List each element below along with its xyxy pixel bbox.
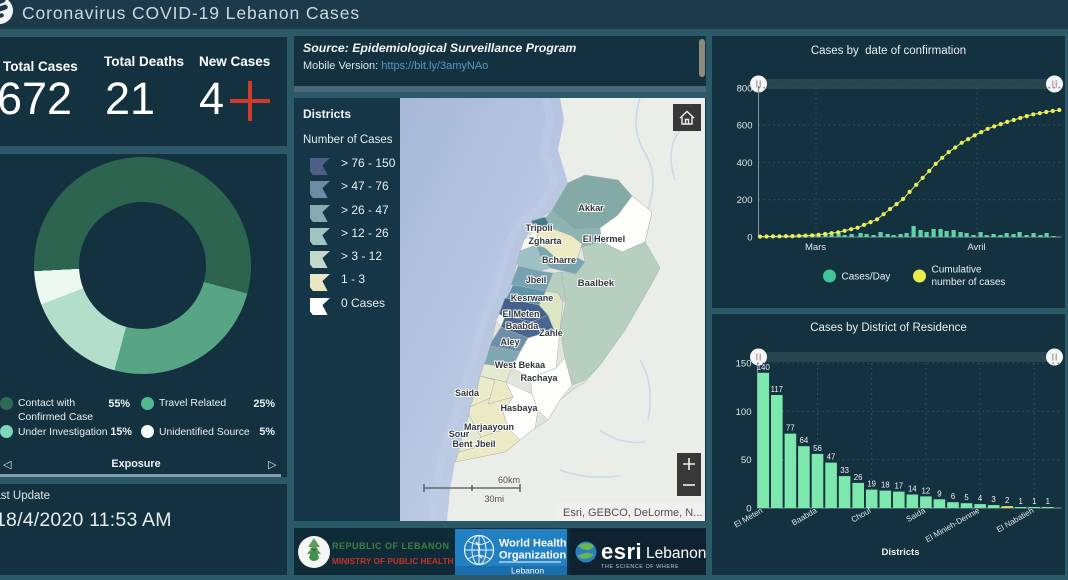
svg-text:14: 14 — [907, 485, 916, 494]
svg-text:Zgharta: Zgharta — [528, 236, 562, 246]
svg-text:Baalbek: Baalbek — [578, 278, 615, 289]
svg-text:12: 12 — [921, 486, 930, 495]
svg-text:26: 26 — [853, 473, 862, 482]
svg-text:Cases/Day: Cases/Day — [841, 272, 890, 283]
svg-text:El Hermel: El Hermel — [583, 234, 625, 244]
svg-text:Mars: Mars — [804, 242, 825, 253]
svg-text:Lebanon: Lebanon — [646, 545, 706, 562]
svg-text:3: 3 — [991, 495, 995, 504]
svg-text:Tripoli: Tripoli — [526, 223, 553, 233]
svg-text:100: 100 — [735, 407, 751, 418]
svg-text:33: 33 — [840, 466, 849, 475]
svg-text:2: 2 — [1005, 496, 1009, 505]
svg-text:Baabda: Baabda — [506, 321, 540, 331]
svg-text:117: 117 — [770, 385, 782, 394]
svg-text:4: 4 — [977, 494, 982, 503]
svg-text:THE SCIENCE OF WHERE: THE SCIENCE OF WHERE — [601, 564, 679, 570]
svg-text:Organization: Organization — [499, 550, 567, 562]
svg-text:El Minieh-Dennie: El Minieh-Dennie — [923, 506, 981, 545]
svg-text:400: 400 — [736, 158, 752, 169]
svg-text:77: 77 — [786, 424, 795, 433]
svg-text:1: 1 — [1032, 497, 1036, 506]
svg-text:number of cases: number of cases — [931, 277, 1005, 288]
svg-text:Akkar: Akkar — [578, 203, 604, 213]
svg-text:6: 6 — [950, 492, 954, 501]
svg-text:World Health: World Health — [499, 538, 567, 550]
svg-text:Cases by District of Residence: Cases by District of Residence — [810, 322, 967, 334]
svg-text:Baabda: Baabda — [790, 506, 819, 528]
svg-text:Bent Jbeil: Bent Jbeil — [452, 439, 495, 449]
svg-text:Marjaayoun: Marjaayoun — [464, 422, 514, 432]
svg-text:Saida: Saida — [455, 388, 480, 398]
svg-text:esri: esri — [601, 539, 642, 564]
svg-text:Lebanon: Lebanon — [511, 566, 544, 576]
svg-text:47: 47 — [826, 453, 835, 462]
svg-text:150: 150 — [735, 359, 751, 370]
svg-text:Aley: Aley — [500, 337, 519, 347]
svg-text:17: 17 — [894, 482, 903, 491]
svg-text:REPUBLIC OF LEBANON: REPUBLIC OF LEBANON — [332, 541, 450, 551]
svg-text:60km: 60km — [498, 475, 520, 485]
svg-text:Avril: Avril — [967, 242, 985, 253]
svg-text:MINISTRY OF PUBLIC HEALTH: MINISTRY OF PUBLIC HEALTH — [332, 556, 454, 566]
svg-text:Sour: Sour — [449, 429, 470, 439]
svg-text:64: 64 — [799, 436, 808, 445]
svg-text:18: 18 — [880, 481, 889, 490]
svg-text:0: 0 — [747, 233, 752, 244]
svg-text:Districts: Districts — [881, 547, 919, 558]
svg-text:Esri, GEBCO, DeLorme, N...: Esri, GEBCO, DeLorme, N... — [563, 507, 702, 519]
svg-text:800: 800 — [736, 83, 752, 94]
svg-text:140: 140 — [756, 363, 770, 372]
svg-text:Rachaya: Rachaya — [520, 373, 558, 383]
svg-text:30mi: 30mi — [484, 494, 504, 504]
svg-text:West Bekaa: West Bekaa — [495, 360, 546, 370]
svg-text:Bcharre: Bcharre — [542, 255, 576, 265]
svg-text:Cases by date of confirmation: Cases by date of confirmation — [810, 45, 965, 57]
svg-text:19: 19 — [867, 480, 876, 489]
svg-text:Hasbaya: Hasbaya — [500, 403, 538, 413]
svg-text:50: 50 — [740, 455, 751, 466]
svg-text:1: 1 — [1045, 497, 1049, 506]
svg-text:Jbeil: Jbeil — [526, 275, 547, 285]
svg-text:1: 1 — [1018, 497, 1022, 506]
svg-text:600: 600 — [736, 121, 752, 132]
svg-text:200: 200 — [736, 195, 752, 206]
svg-text:9: 9 — [937, 489, 941, 498]
svg-text:Kesrwane: Kesrwane — [511, 293, 554, 303]
svg-text:0: 0 — [746, 504, 751, 515]
svg-text:El Meten: El Meten — [502, 309, 539, 319]
svg-text:Zahle: Zahle — [539, 328, 563, 338]
svg-text:Cumulative: Cumulative — [931, 265, 981, 276]
svg-text:5: 5 — [964, 493, 969, 502]
svg-text:56: 56 — [813, 444, 822, 453]
svg-text:El Nabatieh: El Nabatieh — [994, 506, 1034, 534]
